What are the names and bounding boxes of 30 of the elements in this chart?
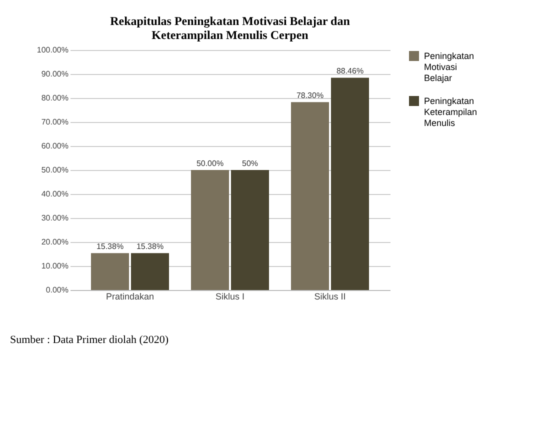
y-tick-label: 90.00% — [41, 70, 68, 78]
data-label: 15.38% — [136, 242, 164, 252]
text: Sumber : Data Primer diolah (2020) — [10, 334, 169, 346]
y-tick-label: 20.00% — [41, 238, 68, 246]
bar — [231, 170, 269, 290]
y-tick-label: 50.00% — [41, 166, 68, 174]
data-label: 50% — [242, 159, 258, 168]
legend-label: Peningkatan Keterampilan Menulis — [424, 96, 478, 128]
y-tick-label: 70.00% — [41, 118, 68, 126]
x-tick-label: Siklus II — [314, 292, 346, 302]
y-tick-label: 40.00% — [41, 190, 68, 198]
x-tick-label: Pratindakan — [106, 292, 154, 302]
data-label: 78.30% — [296, 91, 324, 100]
data-label: 88.46% — [336, 66, 364, 76]
bar — [191, 170, 229, 290]
y-tick-label: 60.00% — [41, 142, 68, 150]
y-tick-label: 30.00% — [41, 214, 68, 222]
x-tick-label: Siklus I — [215, 292, 245, 302]
y-tick-label: 80.00% — [41, 94, 68, 102]
bar — [91, 253, 129, 290]
bar — [331, 78, 369, 290]
data-label: 15.38% — [96, 242, 124, 252]
bar — [291, 102, 329, 290]
data-label: 50.00% — [196, 159, 224, 168]
chart-title: Rekapitulas Peningkatan Motivasi Belajar dan Keterampilan Menulis Cerpen — [110, 14, 350, 42]
bar — [131, 253, 169, 290]
y-tick-label: 10.00% — [41, 262, 68, 270]
y-tick-label: 0.00% — [46, 286, 68, 294]
y-tick-label: 100.00% — [36, 46, 68, 54]
legend-label: Peningkatan Motivasi Belajar — [424, 51, 474, 83]
